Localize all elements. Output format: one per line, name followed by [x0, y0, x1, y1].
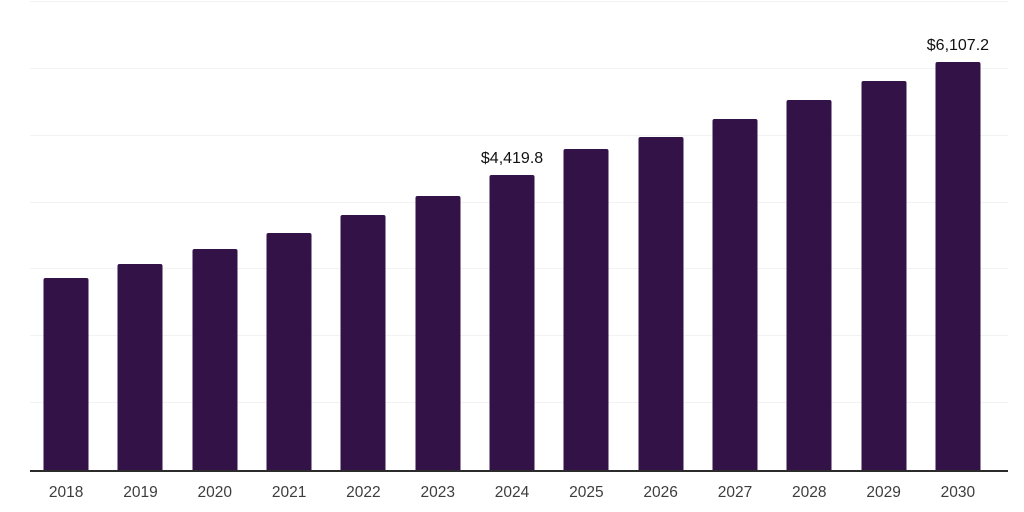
bar-cell-2030: $6,107.2 — [921, 0, 995, 470]
bar-2021 — [266, 232, 312, 470]
bar-2025 — [563, 149, 609, 470]
x-tick-label-2030: 2030 — [940, 484, 976, 501]
x-tick-label-2020: 2020 — [197, 484, 233, 501]
bar-2026 — [638, 137, 684, 470]
bar-2029 — [861, 81, 907, 470]
x-tick-label-2029: 2029 — [866, 484, 901, 501]
x-axis-tick-labels: 2018 2019 2020 2021 2022 2023 2024 2025 2026 2027… — [29, 484, 995, 501]
bar-cell-2018 — [29, 0, 103, 470]
gridline-5000 — [30, 134, 1008, 136]
bar-cell-2020 — [178, 0, 252, 470]
bar-cell-2029 — [846, 0, 920, 470]
bar-2023 — [415, 195, 461, 470]
bar-2019 — [117, 264, 163, 470]
bar-2030 — [935, 61, 981, 470]
bar-2022 — [340, 214, 386, 470]
bar-2020 — [192, 249, 238, 470]
bar-cell-2025 — [549, 0, 623, 470]
x-tick-label-2027: 2027 — [717, 484, 753, 501]
bar-2027 — [712, 119, 758, 470]
x-tick-label-2022: 2022 — [346, 484, 381, 501]
x-tick-label-2021: 2021 — [271, 484, 307, 501]
x-tick-label-2019: 2019 — [123, 484, 158, 501]
bar-value-label-2030: $6,107.2 — [926, 36, 990, 54]
bar-cell-2027 — [698, 0, 772, 470]
gridline-6000 — [30, 67, 1008, 69]
bar-cell-2026 — [624, 0, 698, 470]
x-tick-label-2018: 2018 — [48, 484, 84, 501]
bar-cell-2024: $4,419.8 — [475, 0, 549, 470]
bar-cell-2023 — [401, 0, 475, 470]
bar-cell-2019 — [103, 0, 177, 470]
x-tick-label-2025: 2025 — [569, 484, 604, 501]
bars-layer: $4,419.8 $6,107.2 — [29, 0, 995, 470]
x-axis-line — [30, 470, 1008, 472]
bar-cell-2021 — [252, 0, 326, 470]
bar-cell-2028 — [772, 0, 846, 470]
bar-cell-2022 — [326, 0, 400, 470]
bar-2024 — [489, 174, 535, 470]
x-tick-label-2024: 2024 — [494, 484, 530, 501]
bar-2018 — [43, 278, 89, 470]
bar-value-label-2024: $4,419.8 — [480, 149, 544, 167]
x-tick-label-2026: 2026 — [643, 484, 678, 501]
gridline-7000 — [30, 1, 1008, 2]
bar-2028 — [786, 99, 832, 470]
x-tick-label-2023: 2023 — [420, 484, 455, 501]
x-tick-label-2028: 2028 — [792, 484, 827, 501]
